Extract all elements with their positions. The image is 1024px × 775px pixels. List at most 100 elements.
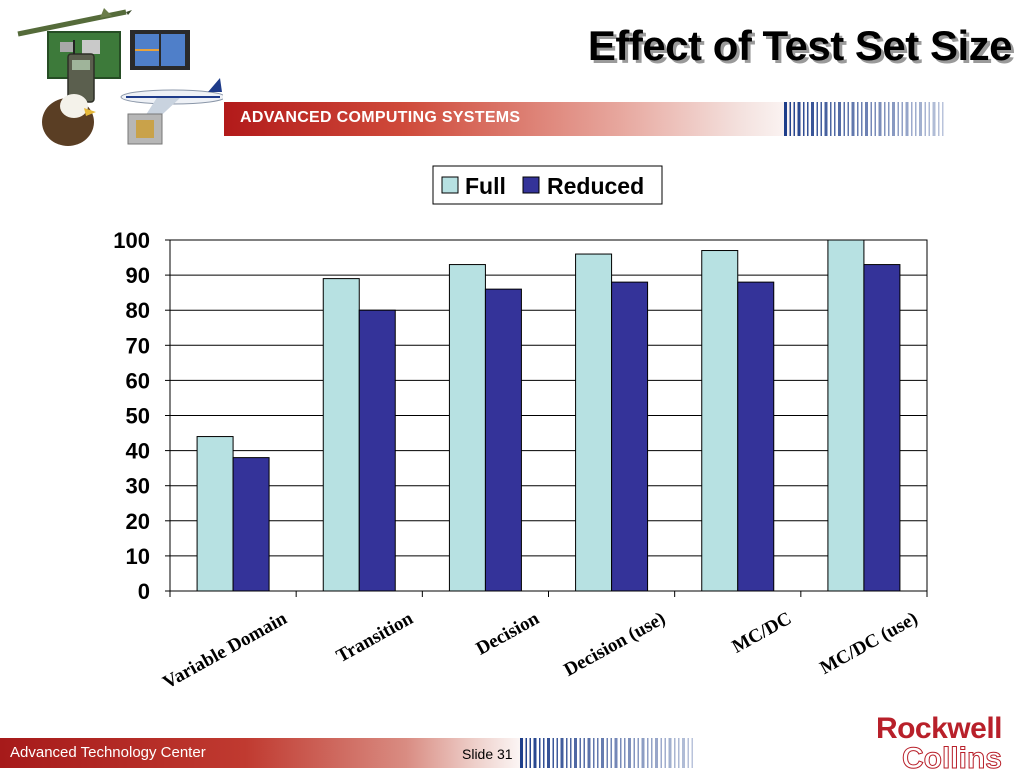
y-tick-label: 0: [138, 579, 150, 604]
bar-reduced: [484, 288, 522, 592]
stripe: [928, 102, 930, 136]
stripe: [543, 738, 545, 768]
bar-full: [448, 264, 486, 592]
banner-stripes-decoration: [784, 102, 944, 136]
stripe: [678, 738, 680, 768]
x-category-label: MC/DC (use): [817, 608, 922, 679]
stripe: [633, 738, 635, 768]
missile-icon: [17, 8, 132, 37]
stripe: [525, 738, 527, 768]
stripe: [851, 102, 855, 136]
stripe: [834, 102, 836, 136]
section-banner: ADVANCED COMPUTING SYSTEMS: [224, 102, 944, 136]
legend-swatch-reduced: [522, 176, 540, 194]
bar-reduced: [737, 281, 775, 592]
footer-org-label: Advanced Technology Center: [10, 744, 206, 761]
stripe: [647, 738, 649, 768]
stripe: [865, 102, 868, 136]
x-category-label: MC/DC: [729, 608, 795, 658]
stripe: [614, 738, 618, 768]
stripe: [824, 102, 828, 136]
stripe: [892, 102, 895, 136]
footer-bar: [0, 738, 700, 768]
stripe: [797, 102, 801, 136]
stripe: [570, 738, 572, 768]
bar-reduced: [611, 281, 649, 592]
logo-line2: Collins: [901, 742, 1002, 775]
stripe: [793, 102, 795, 136]
stripe: [552, 738, 554, 768]
bar-reduced: [358, 309, 396, 592]
stripe: [682, 738, 685, 768]
stripe: [655, 738, 658, 768]
bar-reduced: [863, 264, 901, 592]
stripe: [574, 738, 577, 768]
stripe: [520, 738, 523, 768]
y-tick-label: 100: [113, 228, 150, 253]
stripe: [601, 738, 604, 768]
stripe: [583, 738, 585, 768]
stripe: [556, 738, 558, 768]
stripe: [888, 102, 890, 136]
legend: Full Reduced: [432, 165, 663, 205]
rockwell-collins-logo: Rockwell Collins: [842, 712, 1003, 775]
y-tick-label: 40: [126, 439, 150, 464]
stripe: [533, 738, 537, 768]
slide-number: Slide 31: [462, 746, 513, 762]
stripe: [664, 738, 666, 768]
y-axis-ticks: 0 10 20 30 40 50 60 70 80 90 100: [113, 228, 928, 604]
stripe: [905, 102, 909, 136]
stripe: [874, 102, 876, 136]
bar-full: [701, 250, 739, 592]
stripe: [624, 738, 626, 768]
stripe: [857, 102, 859, 136]
y-tick-label: 90: [126, 263, 150, 288]
y-tick-label: 80: [126, 298, 150, 323]
stripe: [529, 738, 531, 768]
stripe: [830, 102, 832, 136]
stripe: [843, 102, 845, 136]
chip-icon: [127, 113, 163, 145]
eagle-icon: [42, 94, 96, 146]
stripe: [593, 738, 595, 768]
stripe: [938, 102, 940, 136]
stripe: [610, 738, 612, 768]
bars: [196, 239, 901, 592]
stripe: [919, 102, 922, 136]
legend-swatch-full: [441, 176, 459, 194]
logo-line1: Rockwell: [875, 712, 1003, 745]
stripe: [942, 102, 944, 136]
x-category-label: Transition: [333, 608, 417, 667]
stripe: [932, 102, 936, 136]
banner-label: ADVANCED COMPUTING SYSTEMS: [240, 109, 521, 126]
stripe: [915, 102, 917, 136]
y-tick-label: 20: [126, 509, 150, 534]
stripe: [539, 738, 541, 768]
stripe: [816, 102, 818, 136]
stripe: [897, 102, 899, 136]
stripe: [674, 738, 676, 768]
stripe: [660, 738, 662, 768]
stripe: [847, 102, 849, 136]
stripe: [597, 738, 599, 768]
cockpit-display-icon: [130, 30, 190, 70]
y-tick-label: 70: [126, 333, 150, 358]
y-tick-label: 30: [126, 474, 150, 499]
legend-box: [432, 165, 663, 205]
bar-reduced: [232, 457, 270, 592]
footer-stripes-decoration: [520, 738, 693, 768]
stripe: [924, 102, 926, 136]
stripe: [807, 102, 809, 136]
stripe: [637, 738, 639, 768]
stripe: [620, 738, 622, 768]
y-tick-label: 50: [126, 404, 150, 429]
stripe: [691, 738, 693, 768]
stripe: [789, 102, 791, 136]
stripe: [911, 102, 913, 136]
stripe: [838, 102, 841, 136]
stripe: [560, 738, 564, 768]
stripe: [687, 738, 689, 768]
x-axis-labels: Variable Domain Transition Decision Decisio…: [160, 608, 922, 694]
stripe: [870, 102, 872, 136]
x-category-label: Decision (use): [561, 608, 669, 681]
